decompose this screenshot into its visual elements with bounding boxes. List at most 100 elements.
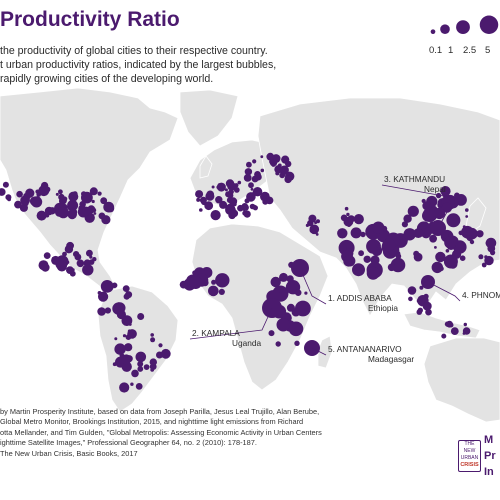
city-bubble (285, 172, 290, 176)
city-bubble (55, 192, 59, 196)
city-bubble (446, 213, 461, 228)
annotation-city: 4. PHNOM (462, 290, 500, 300)
city-bubble (195, 190, 204, 199)
logo-word: In (484, 466, 494, 478)
city-bubble (269, 159, 274, 165)
city-bubble (462, 225, 466, 229)
city-bubble (2, 181, 9, 188)
city-bubble (122, 285, 130, 292)
city-bubble (358, 216, 361, 219)
badge-line: THE (464, 441, 475, 447)
city-bubble (150, 337, 156, 343)
city-bubble (243, 174, 252, 182)
city-bubble (244, 168, 253, 176)
city-bubble (398, 235, 403, 240)
city-bubble (105, 282, 114, 291)
city-bubble (100, 197, 108, 205)
city-bubble (278, 289, 283, 294)
city-bubble (97, 191, 102, 196)
city-bubble (246, 161, 252, 168)
city-bubble (276, 318, 290, 332)
logo-word: Pr (484, 450, 496, 462)
annotation-city: 2. KAMPALA (192, 328, 240, 338)
annotation-city: 5. ANTANANARIVO (328, 344, 402, 354)
city-bubble (128, 322, 132, 326)
map-title: Productivity Ratio (0, 8, 180, 31)
leader-line (427, 281, 461, 302)
city-bubble (211, 185, 215, 189)
city-bubble (232, 202, 237, 207)
city-bubble (205, 191, 215, 201)
city-bubble (201, 199, 207, 206)
city-bubble (308, 214, 317, 223)
city-bubble (346, 222, 352, 227)
city-bubble (382, 238, 396, 252)
city-bubble (285, 160, 292, 168)
legend-circle (430, 29, 436, 34)
city-bubble (189, 276, 203, 289)
city-bubble (112, 302, 125, 315)
city-bubble (38, 185, 50, 197)
city-bubble (407, 286, 417, 295)
credits-line: Global Metro Monitor, Brookings Institut… (0, 417, 304, 427)
city-bubble (0, 188, 6, 196)
city-bubble (376, 244, 380, 248)
source-credits: by Martin Prosperity Institute, based on… (0, 407, 405, 459)
annotation-leader-lines (189, 184, 461, 356)
city-bubble (233, 187, 240, 193)
city-bubble (158, 343, 163, 348)
city-bubble (347, 215, 355, 223)
city-bubble (88, 259, 95, 265)
city-bubble (279, 272, 288, 282)
city-bubble (395, 253, 402, 259)
city-bubble (304, 291, 308, 295)
city-bubble (208, 285, 219, 297)
land-australia (423, 337, 500, 423)
city-bubble (57, 206, 69, 219)
city-bubble (237, 204, 244, 212)
city-bubble (211, 279, 217, 285)
land-north-america (0, 87, 179, 295)
city-bubble (196, 197, 201, 202)
city-bubble (434, 246, 437, 249)
city-bubble (481, 262, 487, 268)
city-bubble (459, 255, 466, 261)
badge-line: CRISIS (460, 462, 479, 468)
city-bubble (431, 261, 443, 274)
credits-line: ighttime Satellite Images," Professional… (0, 438, 257, 448)
city-bubble (89, 187, 98, 196)
annotation-country: Nepal (424, 184, 446, 194)
city-bubble (465, 208, 469, 212)
leader-line (299, 267, 327, 305)
city-bubble (67, 209, 77, 220)
logo-word: M (484, 434, 494, 446)
city-bubble (179, 280, 188, 289)
city-bubble (82, 206, 91, 216)
city-bubble (65, 260, 70, 264)
city-bubble (242, 210, 248, 216)
city-bubble (433, 207, 446, 220)
city-bubble (216, 185, 220, 189)
city-bubble (228, 205, 233, 210)
city-bubble (441, 333, 447, 339)
city-bubble (59, 196, 67, 205)
city-bubble (97, 307, 106, 316)
city-bubble (58, 189, 63, 195)
city-bubble (204, 201, 214, 211)
city-bubble (305, 223, 309, 227)
city-bubble (248, 182, 254, 189)
city-bubble (119, 353, 125, 358)
annotation-city: 1. ADDIS ABABA (328, 293, 392, 303)
city-bubble (417, 307, 423, 313)
city-bubble (150, 333, 154, 337)
city-bubble (143, 364, 150, 370)
city-bubble (71, 268, 75, 272)
city-bubble (124, 343, 133, 352)
city-bubble (358, 250, 364, 257)
city-bubble (254, 173, 262, 181)
legend-circles (430, 15, 499, 35)
city-bubble (484, 255, 488, 259)
city-bubble (352, 263, 365, 277)
city-bubble (485, 237, 497, 249)
